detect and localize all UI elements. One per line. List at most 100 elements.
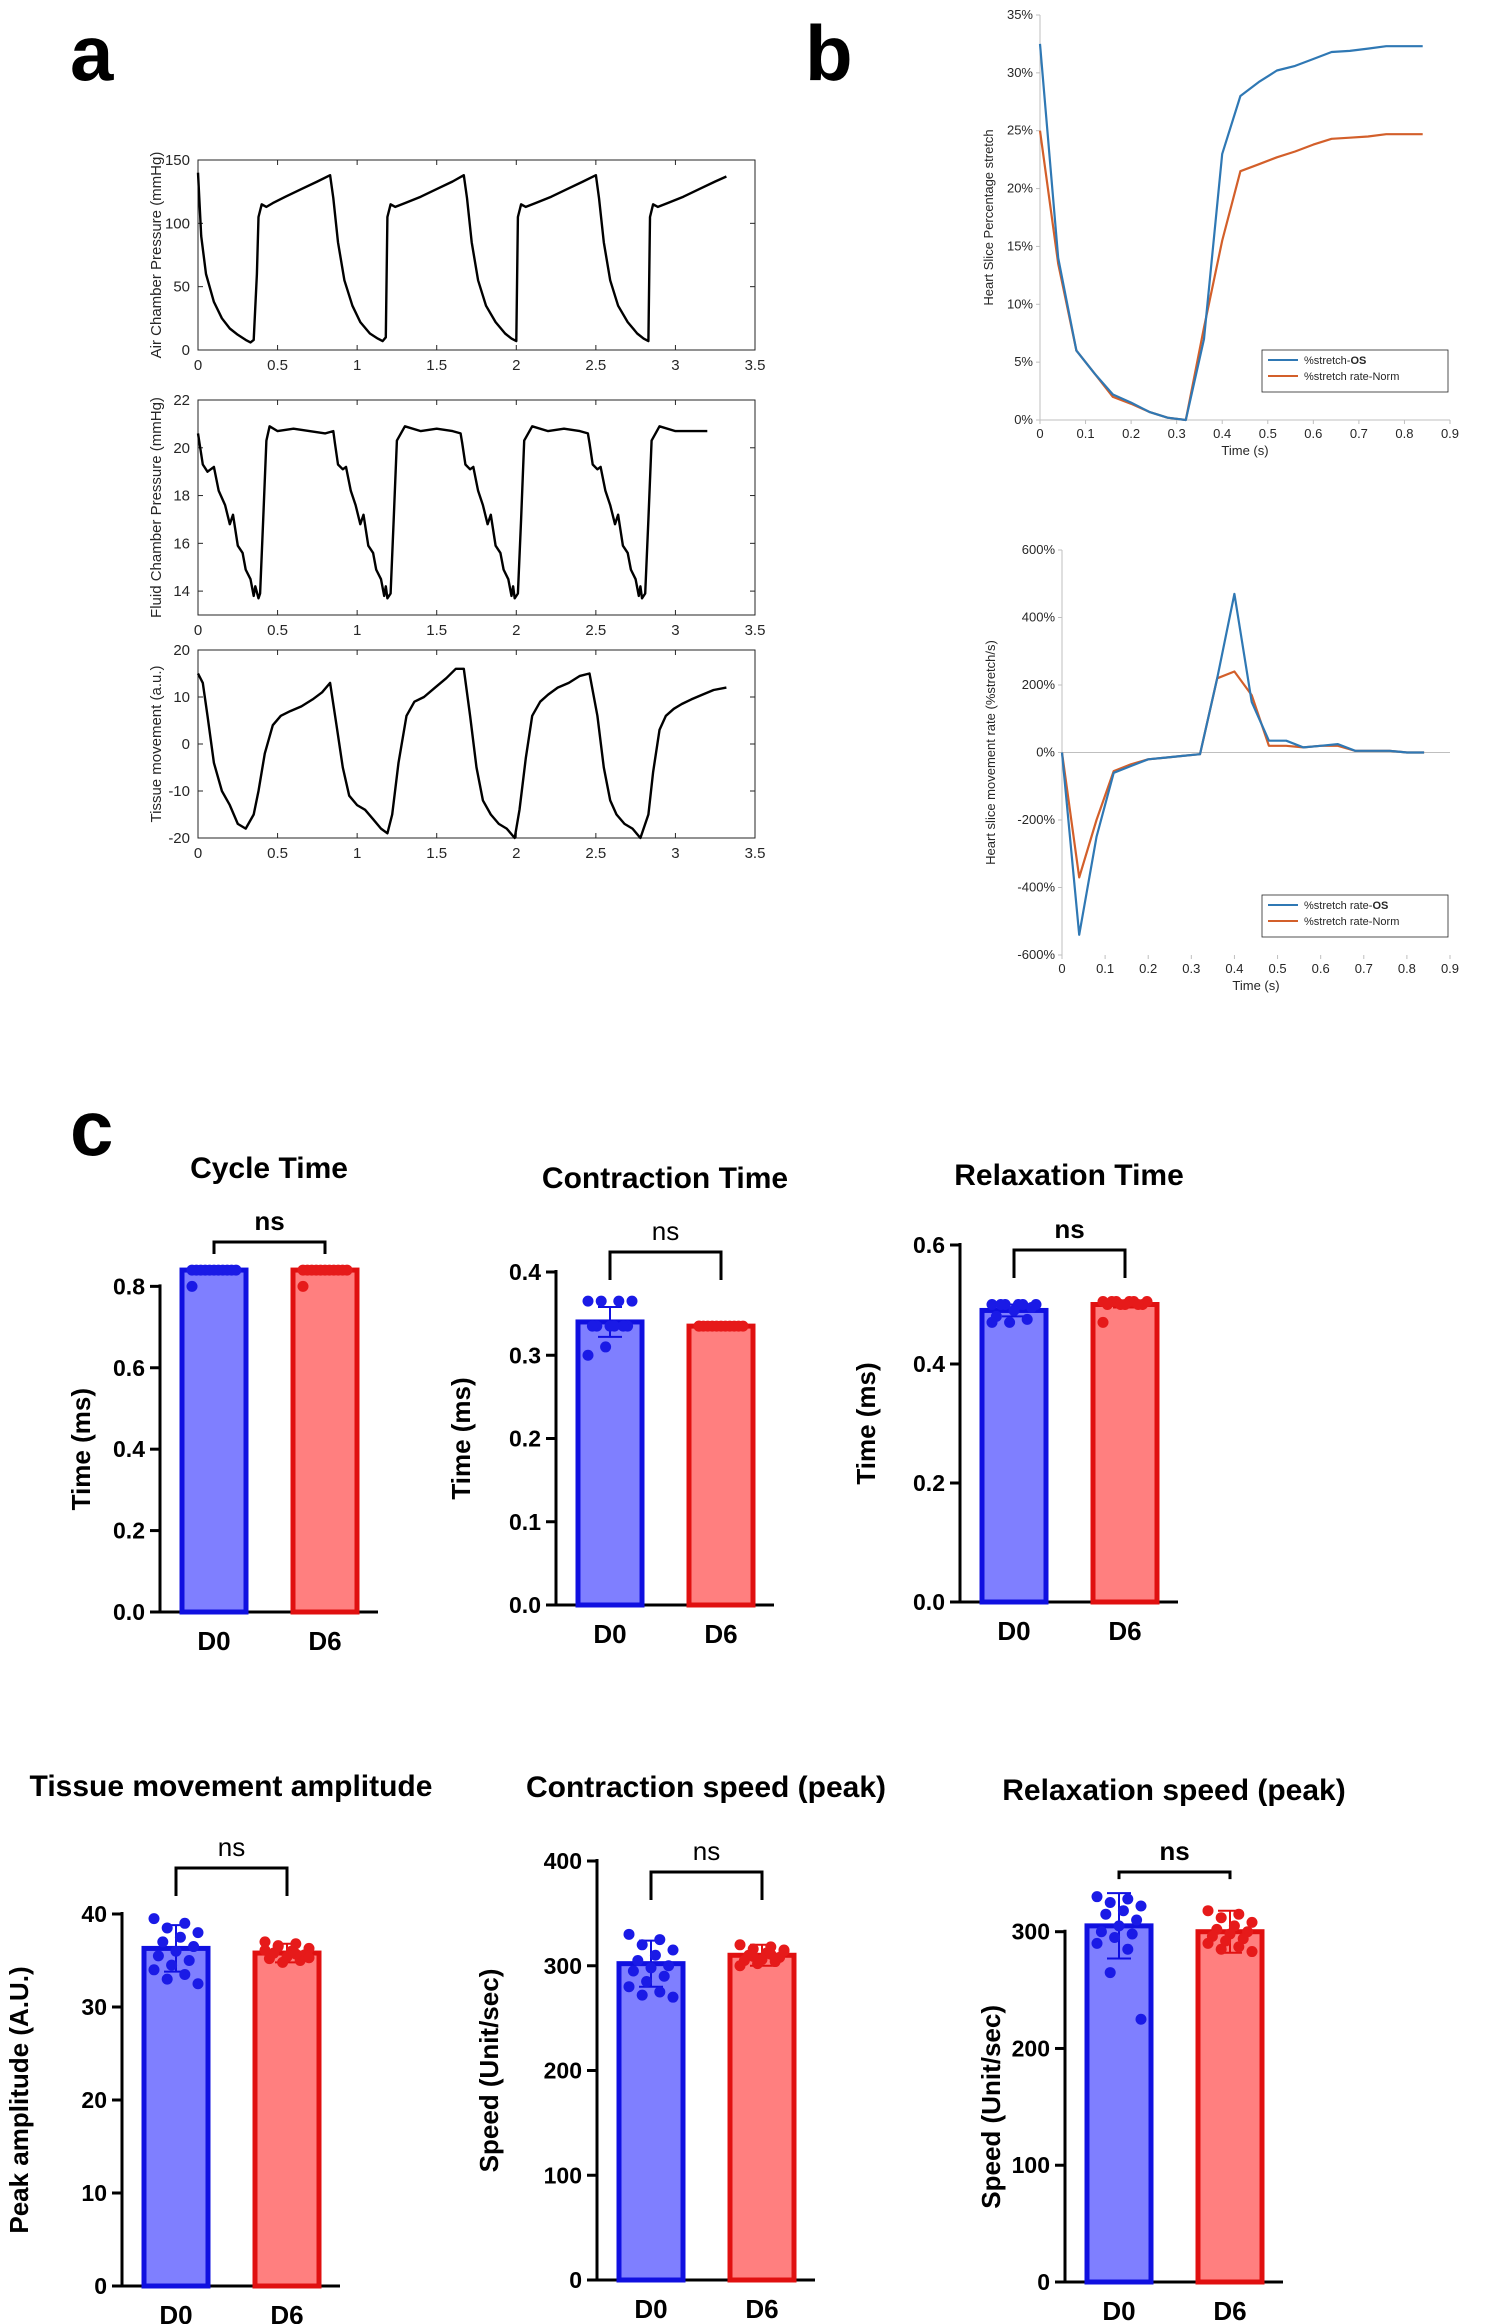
y-tick-label: 15% [1007,238,1033,253]
y-tick-label: 0.8 [113,1273,145,1299]
y-tick-label: 0.0 [913,1589,945,1615]
data-point [315,1264,327,1276]
x-tick-label: 2.5 [585,622,606,639]
x-tick-label: 2.5 [585,845,606,862]
bar-D6 [727,1952,797,2283]
chart-c2: 0.0 0.1 0.2 0.3 0.4 Contraction Time Time (ms)… [446,1162,788,1649]
y-tick-label: 18 [173,488,190,505]
bar-D0 [179,1267,249,1615]
y-tick-label: 100 [1012,2152,1050,2178]
y-tick-label: 5% [1014,354,1033,369]
data-point [1131,1914,1143,1926]
data-point [1215,1912,1227,1924]
x-tick-label: D6 [1108,1616,1141,1646]
x-tick-label: D6 [745,2294,778,2324]
x-tick-label: D0 [634,2294,667,2324]
data-point [1246,1916,1258,1928]
x-tick-label: D0 [997,1616,1030,1646]
bar-D0 [575,1319,645,1608]
x-tick-label: 0.4 [1213,426,1231,441]
data-point [734,1960,746,1972]
data-point [986,1316,998,1328]
data-point [600,1341,612,1353]
significance-bracket [649,1870,764,1900]
data-point [1202,1937,1214,1949]
x-tick-label: 0.4 [1225,961,1243,976]
data-point [1097,1316,1109,1328]
series-line-fluid [196,425,708,600]
data-point [259,1936,271,1948]
data-point [179,1917,191,1929]
data-point [778,1944,790,1956]
significance-label: ns [218,1832,245,1862]
data-point [1132,1299,1144,1310]
data-point [734,1939,746,1951]
legend-label: %stretch-OS [1304,355,1366,367]
significance-label: ns [652,1216,679,1246]
data-point [667,1991,679,2003]
x-tick-label: 0.9 [1441,426,1459,441]
data-point [148,1964,160,1976]
data-point [161,1973,173,1985]
data-point [1115,1299,1127,1310]
x-tick-label: 0.3 [1182,961,1200,976]
significance-bracket [174,1866,289,1896]
y-tick-label: -20 [168,830,190,847]
x-tick-label: 0.5 [267,622,288,639]
series-line-%stretch rate-Norm [1060,670,1425,879]
x-tick-label: 1.5 [426,622,447,639]
chart-a2: 0 0.5 1 1.5 2 2.5 3 3.5 14 16 18 20 22 Fluid Chamber … [148,392,765,639]
legend-label: %stretch rate-Norm [1304,916,1399,928]
x-tick-label: 0.5 [267,845,288,862]
data-point [277,1956,289,1968]
y-tick-label: 14 [173,583,190,600]
y-axis-label: Fluid Chamber Pressure (mmHg) [148,397,165,618]
data-point [1126,1928,1138,1940]
y-tick-label: 16 [173,535,190,552]
legend: %stretch-OS %stretch rate-Norm [1261,349,1449,393]
y-tick-label: 0.4 [913,1351,945,1377]
x-tick-label: 0.9 [1441,961,1459,976]
significance-bracket [608,1250,723,1280]
data-point [186,1280,198,1292]
x-tick-label: D6 [270,2300,303,2324]
y-tick-label: -10 [168,783,190,800]
y-tick-label: 0.0 [509,1592,541,1618]
y-axis-label: Time (ms) [66,1388,96,1510]
data-point [188,1941,200,1953]
y-tick-label: 0.2 [509,1426,541,1452]
x-tick-label: 0.6 [1304,426,1322,441]
bar-D6 [1195,1929,1265,2285]
chart-title: Tissue movement amplitude [30,1770,433,1803]
significance-label: ns [1159,1836,1189,1866]
panel-label-c: c [70,1084,113,1172]
data-point [152,1950,164,1962]
y-tick-label: 20 [173,642,190,659]
chart-b1: 0% 5% 10% 15% 20% 25% 30% 35% 0 0.1 0.2 0.3 0.4 0.5 0.… [981,7,1459,458]
data-point [995,1299,1007,1310]
data-point [641,1975,653,1987]
y-tick-label: 10 [81,2180,107,2206]
data-point [1202,1905,1214,1917]
bar-D0 [616,1961,686,2283]
legend-label: %stretch rate-Norm [1304,371,1399,383]
x-tick-label: 0.7 [1355,961,1373,976]
x-tick-label: D6 [308,1626,341,1656]
y-tick-label: 200 [1012,2035,1050,2061]
data-point [636,1989,648,2001]
plot-frame [197,159,756,351]
data-point [645,1962,657,1974]
y-tick-label: 0.6 [113,1355,145,1381]
y-tick-label: 0.1 [509,1509,541,1535]
data-point [627,1965,639,1977]
y-tick-label: 200 [544,2058,582,2084]
x-tick-label: 1 [353,622,361,639]
y-tick-label: -200% [1017,812,1055,827]
y-axis-label: Heart slice movement rate (%stretch/s) [983,640,998,865]
data-point [1104,1897,1116,1909]
data-point [654,1986,666,1998]
x-tick-label: 0.5 [267,357,288,374]
data-point [986,1299,998,1310]
chart-title: Contraction Time [542,1162,788,1195]
